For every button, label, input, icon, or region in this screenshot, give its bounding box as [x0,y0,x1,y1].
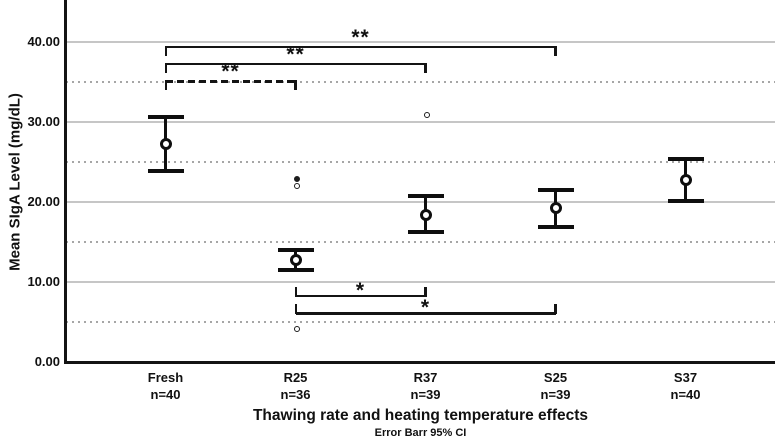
y-tick-label: 10.00 [27,274,60,289]
bracket-end-tick [554,304,557,315]
outlier-marker [293,183,300,189]
significance-bracket-line [165,80,296,83]
bracket-end-tick [164,80,167,91]
significance-stars: ** [221,60,240,84]
category-name: R37 [413,370,438,385]
category-name: S25 [543,370,568,385]
major-gridline [66,201,775,203]
error-bar-cap-bottom [537,224,574,229]
mean-marker [419,208,432,221]
category-label: Fresh n=40 [106,369,226,403]
outlier-marker [293,326,300,333]
major-gridline [66,41,775,43]
bracket-end-tick [424,286,427,297]
category-label: R37 n=39 [366,369,486,403]
outlier-marker [293,175,300,182]
mean-marker [679,173,692,186]
error-bar-cap-top [147,115,184,120]
bracket-end-tick [294,304,297,315]
minor-gridline [66,81,775,83]
bracket-end-tick [164,62,167,73]
significance-stars: ** [286,42,305,66]
category-name: R25 [283,370,308,385]
error-bar-cap-bottom [147,168,184,173]
category-label: S25 n=39 [496,369,616,403]
category-n: n=40 [150,387,181,402]
major-gridline [66,281,775,283]
category-n: n=39 [540,387,571,402]
significance-stars: * [420,296,431,320]
minor-gridline [66,321,775,323]
bracket-end-tick [424,62,427,73]
y-tick-label: 20.00 [27,194,60,209]
error-bar-cap-bottom [277,268,314,272]
minor-gridline [66,241,775,243]
mean-marker [289,253,302,266]
y-tick-label: 30.00 [27,114,60,129]
significance-bracket-line [295,294,426,298]
error-bar-cap-top [277,248,314,252]
category-n: n=40 [670,387,701,402]
outlier-marker [423,111,430,118]
y-axis-line [64,0,67,364]
bracket-end-tick [294,80,297,91]
y-tick-label: 0.00 [34,354,60,369]
category-label: S37 n=40 [626,369,746,403]
category-name: S37 [673,370,698,385]
category-label: R25 n=36 [236,369,356,403]
error-bar-cap-bottom [667,199,704,204]
error-bar-cap-top [537,188,574,192]
y-tick-label: 40.00 [27,34,60,49]
bracket-end-tick [294,286,297,297]
category-name: Fresh [147,370,184,385]
bracket-end-tick [554,45,557,56]
significance-bracket-line [295,312,556,315]
error-bar-cap-bottom [407,230,444,235]
bracket-end-tick [164,45,167,56]
significance-stars: * [355,278,366,302]
minor-gridline [66,161,775,163]
mean-marker [159,137,172,150]
significance-bracket-line [165,45,556,49]
x-axis-title: Thawing rate and heating temperature eff… [252,407,589,424]
error-bar-cap-top [667,156,704,161]
major-gridline [66,121,775,123]
x-axis-line [64,361,775,364]
category-n: n=36 [280,387,311,402]
category-n: n=39 [410,387,441,402]
mean-marker [549,201,562,214]
x-axis-subtitle: Error Barr 95% CI [374,427,467,439]
significance-bracket-line [165,62,426,66]
significance-stars: ** [351,25,370,49]
error-bar-cap-top [407,193,444,198]
